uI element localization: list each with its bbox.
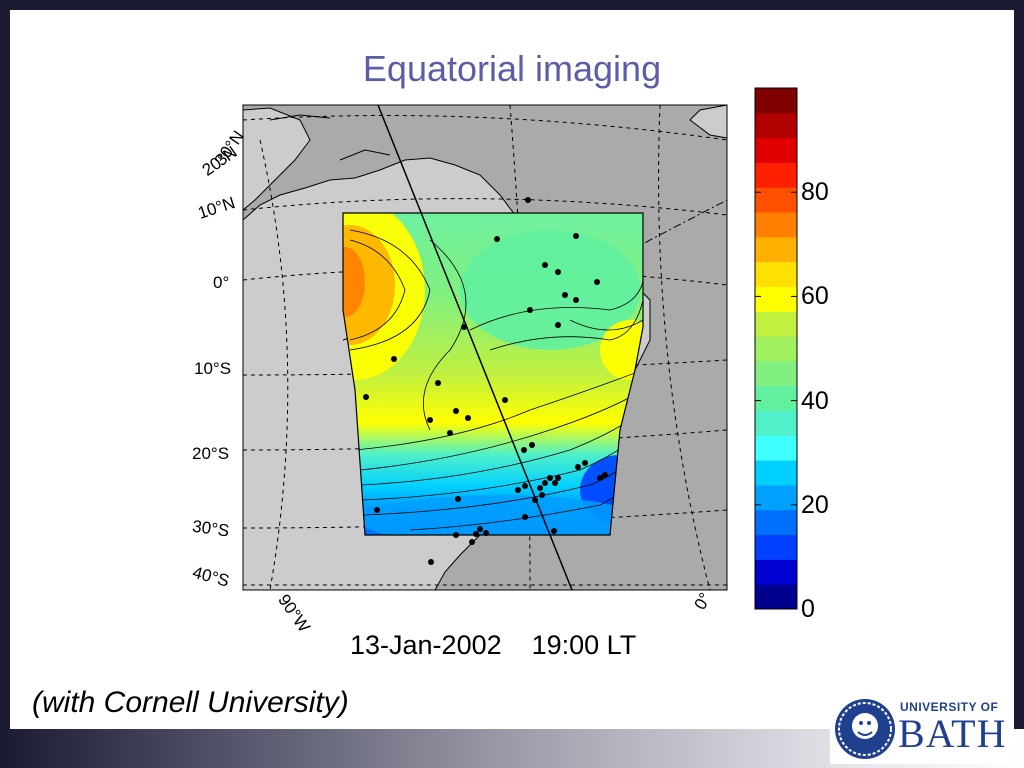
colorbar-segment [755,410,797,436]
tec-field-outline [342,212,644,536]
colorbar-segment [755,584,797,610]
tec-field [343,213,643,535]
colorbar-tick-label: 80 [801,178,829,207]
station-dots [363,197,608,565]
colorbar-segment [755,360,797,387]
colorbar-tick-label: 20 [801,490,829,519]
land-caribbean [269,114,391,161]
slide-title: Equatorial imaging [362,48,662,89]
colorbar-segment [755,385,797,412]
colorbar-segment [755,261,797,287]
land-central-america [242,107,311,212]
logo-university-of: UNIVERSITY OF [900,700,999,714]
colorbar-frame [754,87,798,610]
lat-label-20s: 20°S [192,444,229,463]
colorbar-segment [755,534,797,560]
colorbar-segment [755,509,797,536]
lat-label-10n: 10°N [195,193,237,223]
colorbar-segment [755,484,797,511]
tec-map-figure: 30°N 20°N 10°N 0° 10°S 20°S 30°S 40°S 90… [191,87,798,636]
colorbar-segment [755,559,797,585]
university-logo: UNIVERSITY OF BATH [830,694,1014,764]
colorbar-segment [755,236,797,263]
colorbar-segment [755,162,797,188]
colorbar-segment [755,435,797,461]
land-africa [689,104,728,139]
colorbar-segment [755,137,797,163]
university-crest-icon [835,699,895,759]
lon-label-0: 0° [690,589,715,613]
colorbar-segment [755,212,797,238]
logo-bath: BATH [898,711,1007,756]
colorbar-segment [755,336,797,362]
colorbar-segment [755,286,797,312]
lat-label-40s: 40°S [191,563,232,591]
colorbar-tick-label: 60 [801,282,829,311]
lat-label-0: 0° [213,273,229,292]
slide: Equatorial imaging [10,10,1014,729]
lat-label-10s: 10°S [194,359,231,378]
colorbar [755,88,797,610]
colorbar-tick-label: 0 [801,595,815,623]
satellite-track [377,104,573,591]
colorbar-segment [755,460,797,486]
lat-label-30s: 30°S [191,517,230,541]
date-time-label: 13-Jan-2002 19:00 LT [350,630,637,660]
colorbar-ticks [755,191,797,610]
colorbar-tick-label: 40 [801,386,829,415]
colorbar-segment [755,187,797,213]
colorbar-segment [755,88,797,114]
caption: (with Cornell University) [32,686,349,719]
lon-label-90w: 90°W [274,591,314,636]
colorbar-segment [755,311,797,337]
colorbar-segment [755,112,797,139]
